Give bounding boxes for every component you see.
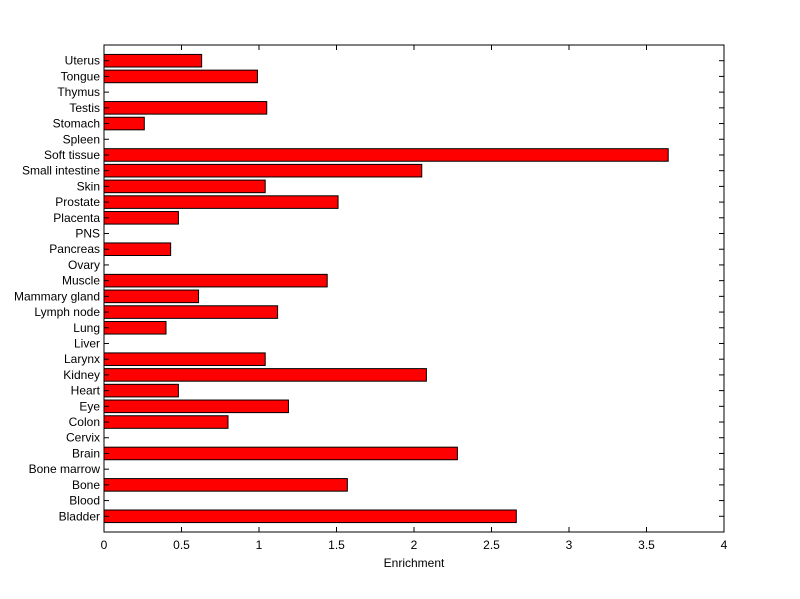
x-tick-label: 0.5 bbox=[173, 538, 190, 552]
x-tick-label: 1.5 bbox=[328, 538, 345, 552]
y-tick-label: Colon bbox=[69, 415, 100, 429]
y-tick-label: Kidney bbox=[63, 368, 100, 382]
y-tick-label: Uterus bbox=[65, 54, 100, 68]
y-tick-label: Prostate bbox=[55, 195, 100, 209]
bar-kidney bbox=[103, 368, 427, 382]
axes-box bbox=[103, 44, 725, 533]
bar-brain bbox=[103, 446, 458, 461]
y-tick-label: Lymph node bbox=[34, 305, 100, 319]
y-tick-label: Soft tissue bbox=[44, 148, 100, 162]
bar-uterus bbox=[103, 53, 203, 68]
bars-group bbox=[103, 53, 669, 524]
y-tick-label: Skin bbox=[77, 179, 100, 193]
y-tick-label: Mammary gland bbox=[14, 289, 100, 303]
y-tick-label: Small intestine bbox=[22, 164, 100, 178]
bar-heart bbox=[103, 383, 179, 398]
x-tick-label: 1 bbox=[256, 538, 263, 552]
x-tick-label: 3.5 bbox=[638, 538, 655, 552]
x-tick-label: 2 bbox=[411, 538, 418, 552]
y-tick-label: Spleen bbox=[63, 132, 100, 146]
bar-colon bbox=[103, 415, 229, 429]
y-tick-label: Testis bbox=[69, 101, 100, 115]
bar-placenta bbox=[103, 211, 179, 225]
bar-mammary-gland bbox=[103, 289, 200, 304]
bar-lung bbox=[103, 320, 167, 335]
y-tick-label: Stomach bbox=[53, 117, 100, 131]
x-tick-label: 3 bbox=[566, 538, 573, 552]
y-tick-label: Bone marrow bbox=[29, 462, 101, 476]
bar-prostate bbox=[103, 195, 339, 209]
y-tick-label: Cervix bbox=[66, 431, 100, 445]
bar-testis bbox=[103, 101, 268, 115]
y-tick-label: Placenta bbox=[53, 211, 100, 225]
y-tick-label: Eye bbox=[79, 399, 100, 413]
y-tick-label: Bone bbox=[72, 478, 100, 492]
y-tick-label: Heart bbox=[71, 384, 101, 398]
y-tick-label: Larynx bbox=[64, 352, 100, 366]
y-tick-label: Bladder bbox=[59, 509, 100, 523]
x-ticks-group: 0 0.5 1 1.5 2 2.5 3 3.5 4 bbox=[101, 45, 728, 552]
bar-eye bbox=[103, 399, 289, 414]
y-tick-label: Ovary bbox=[68, 258, 100, 272]
bar-lymph-node bbox=[103, 305, 279, 319]
bar-pancreas bbox=[103, 242, 172, 257]
y-tick-label: Brain bbox=[72, 446, 100, 460]
y-tick-label: Muscle bbox=[62, 274, 100, 288]
bar-bladder bbox=[103, 509, 517, 524]
bar-skin bbox=[103, 179, 266, 194]
bar-soft-tissue bbox=[103, 148, 669, 162]
y-tick-label: PNS bbox=[75, 227, 100, 241]
bar-tongue bbox=[103, 69, 258, 84]
y-tick-label: Liver bbox=[74, 336, 100, 350]
y-tick-label: Pancreas bbox=[49, 242, 100, 256]
y-tick-label: Tongue bbox=[61, 69, 101, 83]
bar-muscle bbox=[103, 273, 328, 288]
x-tick-label: 2.5 bbox=[483, 538, 500, 552]
bar-stomach bbox=[103, 116, 145, 131]
x-axis-label: Enrichment bbox=[384, 556, 445, 570]
bar-larynx bbox=[103, 352, 266, 366]
bar-bone bbox=[103, 478, 348, 492]
x-tick-label: 4 bbox=[721, 538, 728, 552]
y-tick-label: Blood bbox=[69, 494, 100, 508]
x-tick-label: 0 bbox=[101, 538, 108, 552]
y-tick-label: Thymus bbox=[57, 85, 100, 99]
y-tick-label: Lung bbox=[73, 321, 100, 335]
bar-small-intestine bbox=[103, 163, 423, 178]
